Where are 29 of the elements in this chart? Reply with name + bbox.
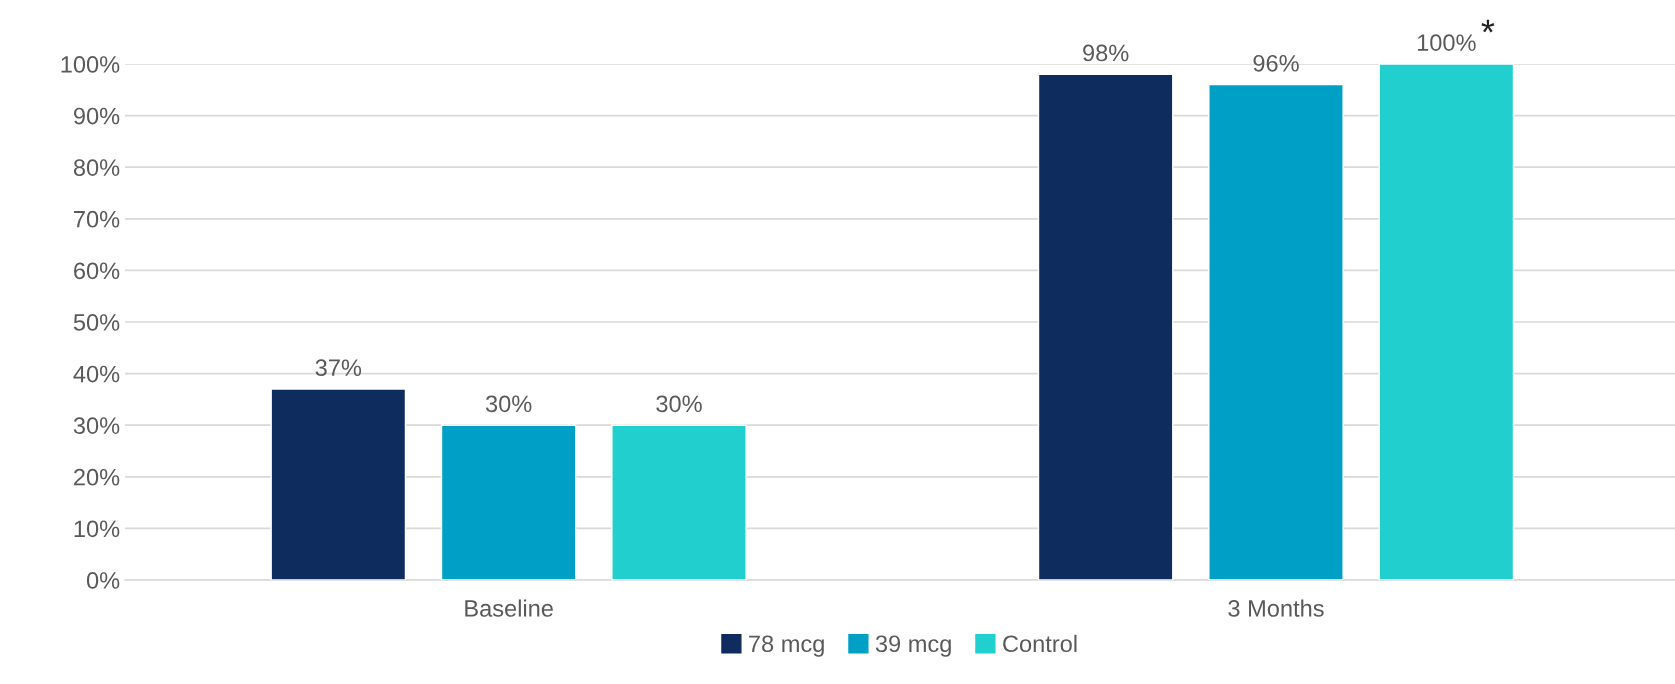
data-label: 100% — [1417, 34, 1476, 51]
legend-label: Control — [1003, 634, 1077, 653]
y-tick-label: 70% — [74, 210, 120, 228]
text: * — [1481, 19, 1495, 33]
legend-label: 78 mcg — [749, 635, 824, 657]
y-tick-label: 40% — [73, 365, 120, 383]
bar — [440, 424, 577, 580]
bar — [1208, 83, 1344, 580]
y-tick-label: 50% — [73, 314, 120, 331]
data-label: 98% — [1083, 44, 1129, 62]
data-label: 96% — [1253, 54, 1299, 72]
y-tick-label: 90% — [73, 107, 120, 125]
y-tick-label: 80% — [73, 159, 120, 176]
y-tick-label: 20% — [74, 468, 120, 486]
y-tick-label: 10% — [74, 520, 120, 538]
y-tick-label: 0% — [86, 572, 120, 589]
data-label: 30% — [485, 395, 532, 413]
bar — [1378, 64, 1515, 580]
data-label: 37% — [315, 359, 362, 377]
y-tick-label: 100% — [61, 56, 120, 73]
y-tick-label: 30% — [73, 417, 120, 434]
y-tick-label: 60% — [74, 262, 120, 280]
bar — [1037, 73, 1174, 580]
x-tick-label: 3 Months — [1228, 599, 1324, 617]
legend-label: 39 mcg — [875, 635, 951, 657]
data-label: 30% — [656, 395, 702, 413]
bar — [611, 424, 747, 580]
x-tick-label: Baseline — [465, 599, 553, 617]
bar — [270, 388, 407, 580]
